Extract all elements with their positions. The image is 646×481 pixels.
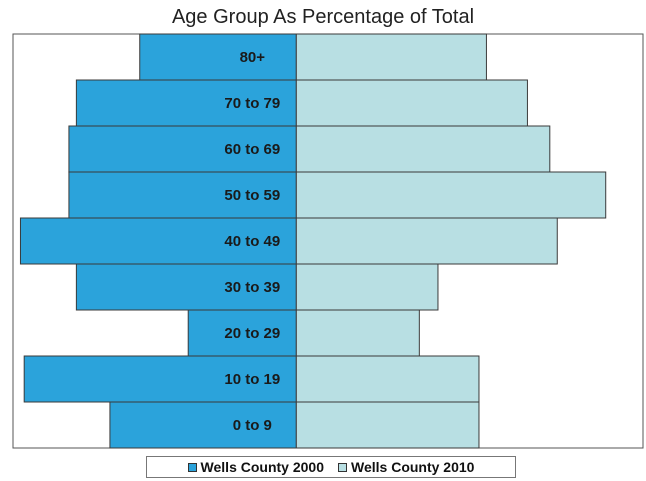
legend: Wells County 2000 Wells County 2010 <box>146 456 516 478</box>
category-label-40-to-49: 40 to 49 <box>224 233 280 250</box>
bar-2010-70-to-79 <box>295 79 528 127</box>
bar-2010-30-to-39 <box>295 263 439 311</box>
category-label-30-to-39: 30 to 39 <box>224 279 280 296</box>
bar-2010-20-to-29 <box>295 309 420 357</box>
bar-2010-50-to-59 <box>295 171 607 219</box>
bar-2000-50-to-59 <box>68 171 297 219</box>
series-2010-bars <box>295 33 607 449</box>
category-label-60-to-69: 60 to 69 <box>224 141 280 158</box>
category-label-10-to-19: 10 to 19 <box>224 371 280 388</box>
bar-2000-20-to-29 <box>187 309 297 357</box>
legend-item-2010: Wells County 2010 <box>338 459 474 475</box>
bar-2010-80 <box>295 33 487 81</box>
category-label-70-to-79: 70 to 79 <box>224 95 280 112</box>
bar-2010-60-to-69 <box>295 125 551 173</box>
bar-2010-40-to-49 <box>295 217 558 265</box>
category-label-0-to-9: 0 to 9 <box>233 417 272 434</box>
bar-2000-0-to-9 <box>109 401 297 449</box>
category-label-50-to-59: 50 to 59 <box>224 187 280 204</box>
bar-2000-40-to-49 <box>19 217 297 265</box>
chart-title: Age Group As Percentage of Total <box>171 6 475 28</box>
bar-2000-30-to-39 <box>75 263 297 311</box>
bar-2010-10-to-19 <box>295 355 480 403</box>
bar-2000-10-to-19 <box>23 355 297 403</box>
category-label-80: 80+ <box>240 49 266 66</box>
series-2000-bars <box>19 33 297 449</box>
legend-swatch-2010 <box>338 462 347 472</box>
category-labels: 80+ 70 to 79 60 to 69 50 to 59 40 to 49 30 to… <box>224 49 280 434</box>
bar-2000-80 <box>139 33 297 81</box>
bar-2010-0-to-9 <box>295 401 480 449</box>
legend-item-2000: Wells County 2000 <box>187 459 324 475</box>
legend-swatch-2000 <box>187 462 197 472</box>
legend-label-2010: Wells County 2010 <box>351 459 475 475</box>
legend-label-2000: Wells County 2000 <box>200 459 324 475</box>
category-label-20-to-29: 20 to 29 <box>224 325 280 342</box>
